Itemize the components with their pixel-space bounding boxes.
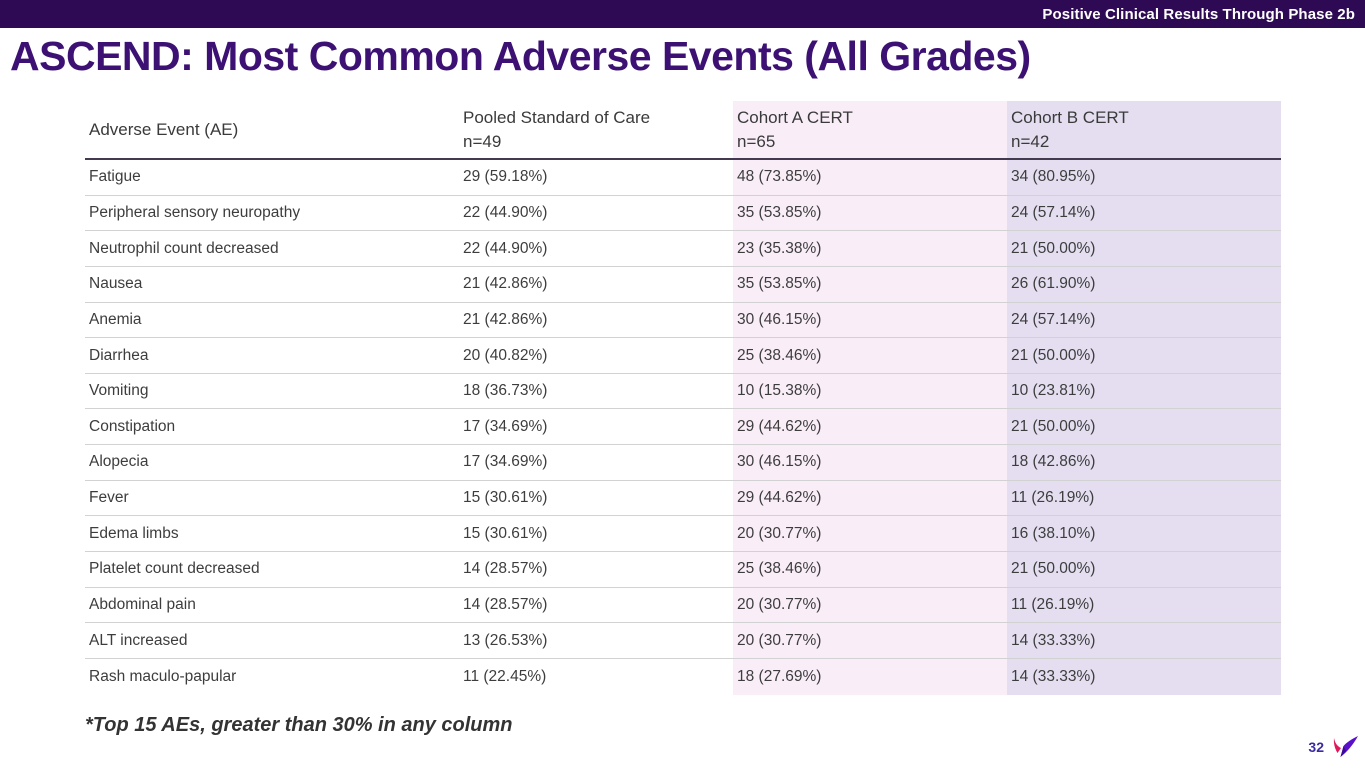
value-cell: 35 (53.85%): [733, 195, 1007, 231]
value-cell: 17 (34.69%): [463, 417, 548, 435]
value-cell: 10 (23.81%): [1007, 373, 1281, 409]
value-cell: 15 (30.61%): [463, 489, 548, 507]
page-title: ASCEND: Most Common Adverse Events (All …: [10, 33, 1031, 79]
value-cell: 20 (30.77%): [733, 623, 1007, 658]
value-cell: 11 (26.19%): [1007, 587, 1281, 623]
ae-name-cell: Platelet count decreased: [89, 560, 260, 578]
value-cell: 21 (50.00%): [1007, 409, 1281, 445]
ae-name-cell: Abdominal pain: [89, 596, 196, 613]
value-cell: 16 (38.10%): [1007, 516, 1281, 552]
ae-name-cell: Peripheral sensory neuropathy: [89, 203, 301, 221]
table-row: Anemia 21 (42.86%) 30 (46.15%) 24 (57.14%): [85, 302, 1281, 339]
value-cell: 15 (30.61%): [463, 524, 548, 542]
ae-name-cell: Fever: [89, 489, 129, 507]
ae-name-cell: Vomiting: [89, 382, 149, 400]
table-row: ALT increased 13 (26.53%) 20 (30.77%) 14 (3…: [85, 623, 1281, 659]
table-row: Neutrophil count decreased 22 (44.90%) 23 …: [85, 231, 1281, 267]
value-cell: 18 (42.86%): [1007, 445, 1281, 480]
table-body: Fatigue 29 (59.18%) 48 (73.85%) 34 (80.95%)…: [85, 160, 1281, 695]
ae-name-cell: Neutrophil count decreased: [89, 239, 279, 257]
value-cell: 18 (36.73%): [463, 382, 548, 400]
value-cell: 11 (26.19%): [1007, 480, 1281, 516]
footnote: *Top 15 AEs, greater than 30% in any col…: [85, 714, 513, 736]
table-row: Peripheral sensory neuropathy 22 (44.90%)…: [85, 195, 1281, 232]
value-cell: 30 (46.15%): [733, 445, 1007, 480]
value-cell: 35 (53.85%): [733, 266, 1007, 302]
table-row: Platelet count decreased 14 (28.57%) 25 (3…: [85, 552, 1281, 588]
top-banner-label: Positive Clinical Results Through Phase …: [1042, 5, 1355, 23]
value-cell: 24 (57.14%): [1007, 195, 1281, 231]
header-pooled-soc: Pooled Standard of Care n=49: [463, 108, 651, 151]
value-cell: 34 (80.95%): [1007, 160, 1281, 195]
value-cell: 29 (44.62%): [733, 480, 1007, 516]
value-cell: 29 (59.18%): [463, 168, 548, 186]
value-cell: 20 (30.77%): [733, 587, 1007, 623]
value-cell: 14 (33.33%): [1007, 658, 1281, 695]
table-header: Adverse Event (AE) Pooled Standard of Ca…: [85, 101, 1281, 160]
ae-name-cell: Fatigue: [89, 168, 141, 186]
value-cell: 30 (46.15%): [733, 302, 1007, 338]
ae-name-cell: Nausea: [89, 275, 143, 293]
ae-name-cell: Diarrhea: [89, 346, 149, 364]
table-row: Diarrhea 20 (40.82%) 25 (38.46%) 21 (50.00%…: [85, 338, 1281, 374]
value-cell: 10 (15.38%): [733, 373, 1007, 409]
top-banner: Positive Clinical Results Through Phase …: [0, 0, 1365, 28]
value-cell: 14 (33.33%): [1007, 623, 1281, 658]
value-cell: 11 (22.45%): [463, 667, 547, 685]
table-row: Vomiting 18 (36.73%) 10 (15.38%) 10 (23.81%…: [85, 373, 1281, 410]
value-cell: 25 (38.46%): [733, 552, 1007, 587]
ae-name-cell: Constipation: [89, 417, 176, 435]
ae-name-cell: Edema limbs: [89, 524, 179, 542]
table-row: Edema limbs 15 (30.61%) 20 (30.77%) 16 (38.…: [85, 516, 1281, 553]
table-row: Alopecia 17 (34.69%) 30 (46.15%) 18 (42.86%…: [85, 445, 1281, 481]
value-cell: 14 (28.57%): [463, 596, 548, 613]
value-cell: 18 (27.69%): [733, 658, 1007, 695]
ae-name-cell: Alopecia: [89, 453, 149, 471]
value-cell: 29 (44.62%): [733, 409, 1007, 445]
table-row: Fever 15 (30.61%) 29 (44.62%) 11 (26.19%): [85, 480, 1281, 517]
adverse-events-table: Adverse Event (AE) Pooled Standard of Ca…: [85, 101, 1281, 695]
value-cell: 22 (44.90%): [463, 239, 548, 257]
value-cell: 22 (44.90%): [463, 203, 548, 221]
ae-name-cell: ALT increased: [89, 631, 188, 649]
table-row: Nausea 21 (42.86%) 35 (53.85%) 26 (61.90%): [85, 266, 1281, 303]
ae-name-cell: Anemia: [89, 310, 142, 328]
value-cell: 21 (50.00%): [1007, 552, 1281, 587]
value-cell: 21 (42.86%): [463, 310, 548, 328]
table-row: Abdominal pain 14 (28.57%) 20 (30.77%) 11 (…: [85, 587, 1281, 624]
value-cell: 20 (40.82%): [463, 346, 548, 364]
header-adverse-event: Adverse Event (AE): [89, 119, 239, 139]
page-footer: 32: [1308, 733, 1359, 761]
value-cell: 25 (38.46%): [733, 338, 1007, 373]
table-row: Rash maculo-papular 11 (22.45%) 18 (27.69%…: [85, 658, 1281, 695]
bird-logo-icon: [1333, 736, 1358, 757]
value-cell: 20 (30.77%): [733, 516, 1007, 552]
header-cohort-a: Cohort A CERT n=65: [733, 101, 1007, 158]
header-cohort-b: Cohort B CERT n=42: [1007, 101, 1281, 158]
table-row: Fatigue 29 (59.18%) 48 (73.85%) 34 (80.95%): [85, 160, 1281, 196]
value-cell: 23 (35.38%): [733, 231, 1007, 266]
value-cell: 14 (28.57%): [463, 560, 548, 578]
value-cell: 24 (57.14%): [1007, 302, 1281, 338]
value-cell: 48 (73.85%): [733, 160, 1007, 195]
value-cell: 17 (34.69%): [463, 453, 548, 471]
value-cell: 21 (50.00%): [1007, 231, 1281, 266]
value-cell: 21 (42.86%): [463, 275, 548, 293]
ae-name-cell: Rash maculo-papular: [89, 667, 237, 685]
value-cell: 21 (50.00%): [1007, 338, 1281, 373]
value-cell: 26 (61.90%): [1007, 266, 1281, 302]
table-row: Constipation 17 (34.69%) 29 (44.62%) 21 (50…: [85, 409, 1281, 446]
value-cell: 13 (26.53%): [463, 631, 548, 649]
page-number: 32: [1308, 739, 1324, 755]
